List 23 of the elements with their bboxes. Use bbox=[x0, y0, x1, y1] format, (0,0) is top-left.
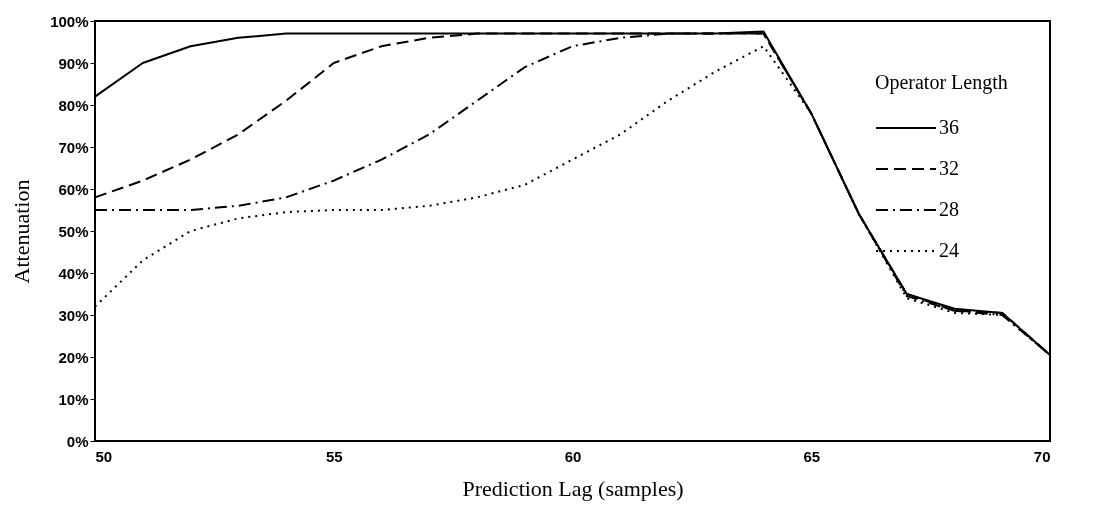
x-axis-title: Prediction Lag (samples) bbox=[462, 475, 684, 501]
legend-label: 36 bbox=[939, 116, 959, 138]
legend-label: 32 bbox=[939, 157, 959, 179]
y-tick-label: 30% bbox=[58, 306, 89, 324]
y-tick-label: 0% bbox=[66, 432, 89, 450]
y-tick-label: 40% bbox=[58, 264, 89, 282]
x-tick-label: 60 bbox=[564, 447, 582, 465]
y-tick-label: 100% bbox=[50, 12, 89, 30]
y-tick-label: 50% bbox=[58, 222, 89, 240]
legend-label: 28 bbox=[939, 198, 959, 220]
y-axis-title: Attenuation bbox=[9, 179, 35, 284]
y-tick-label: 60% bbox=[58, 180, 89, 198]
legend-title: Operator Length bbox=[875, 71, 1008, 94]
x-tick-label: 70 bbox=[1033, 447, 1051, 465]
y-tick-label: 70% bbox=[58, 138, 89, 156]
legend-label: 24 bbox=[939, 239, 959, 261]
y-tick-label: 20% bbox=[58, 348, 89, 366]
x-tick-label: 50 bbox=[95, 447, 113, 465]
x-tick-label: 55 bbox=[325, 447, 343, 465]
y-tick-label: 80% bbox=[58, 96, 89, 114]
y-tick-label: 90% bbox=[58, 54, 89, 72]
y-tick-label: 10% bbox=[58, 390, 89, 408]
x-tick-label: 65 bbox=[803, 447, 821, 465]
